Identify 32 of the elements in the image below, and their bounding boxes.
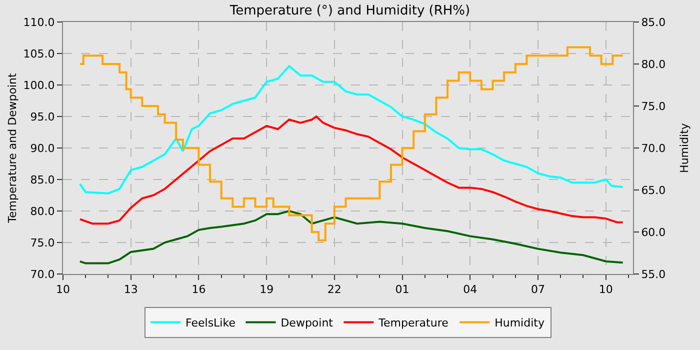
- x-tick-label: 04: [463, 283, 478, 296]
- y-tick-label: 90.0: [30, 142, 55, 155]
- x-tick-label: 22: [327, 283, 342, 296]
- y2-tick-label: 80.0: [641, 58, 666, 71]
- legend-label: Humidity: [494, 316, 545, 330]
- y2-tick-label: 70.0: [641, 142, 666, 155]
- y2-axis-title: Humidity: [678, 122, 691, 173]
- y2-tick-label: 55.0: [641, 268, 666, 281]
- legend-label: Temperature: [378, 316, 449, 330]
- y2-tick-label: 85.0: [641, 16, 666, 29]
- y2-tick-label: 75.0: [641, 100, 666, 113]
- y2-tick-label: 60.0: [641, 226, 666, 239]
- y-tick-label: 105.0: [23, 47, 55, 60]
- y-tick-label: 100.0: [23, 78, 55, 92]
- x-tick-label: 19: [260, 283, 274, 296]
- x-tick-label: 01: [395, 283, 410, 296]
- y-tick-label: 80.0: [30, 204, 55, 218]
- x-tick-label: 10: [598, 283, 613, 296]
- legend-label: Dewpoint: [280, 316, 334, 330]
- y-tick-label: 110.0: [23, 16, 55, 29]
- legend-label: FeelsLike: [186, 316, 236, 330]
- y-tick-label: 95.0: [30, 110, 55, 124]
- x-tick-label: 13: [124, 283, 138, 296]
- chart-title: Temperature (°) and Humidity (RH%): [228, 3, 470, 18]
- y-tick-label: 75.0: [30, 236, 55, 250]
- y-tick-label: 70.0: [30, 268, 55, 281]
- y-axis-title: Temperature and Dewpoint: [6, 72, 19, 224]
- x-tick-label: 16: [192, 283, 206, 296]
- y-tick-label: 85.0: [30, 173, 55, 186]
- x-tick-label: 07: [531, 283, 545, 296]
- y2-tick-label: 65.0: [641, 184, 666, 197]
- x-tick-label: 10: [56, 283, 70, 296]
